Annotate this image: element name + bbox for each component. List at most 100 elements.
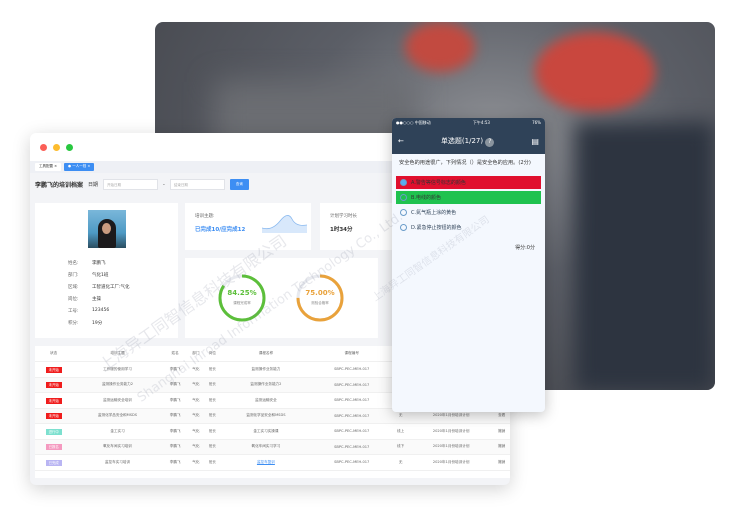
rate-card: 84.25% 课程完成率 75.00% 测验合格率: [185, 258, 378, 338]
status-bar: ●●○○○ 中国移动 下午4:53 76%: [392, 118, 545, 128]
score: 得分:0分: [515, 244, 535, 251]
table-cell: 无: [392, 454, 409, 471]
field-value: 主操: [92, 297, 101, 302]
profile-field: 区域: 工智道化工厂:气化: [68, 284, 130, 290]
table-cell[interactable]: 撤销: [493, 454, 510, 471]
table-cell: SBPC-PEC-MEH-017: [311, 392, 393, 409]
column-header: 姓名: [162, 346, 188, 362]
table-cell: 监测化学品安全和MSDS: [220, 408, 312, 424]
question-text: 安全色的用途很广，下列情况（）是安全色的应用。(2分): [399, 160, 531, 166]
table-cell: 李鹏飞: [162, 392, 188, 409]
table-cell[interactable]: 撤销: [493, 439, 510, 455]
help-icon[interactable]: ?: [485, 137, 495, 147]
field-label: 岗位:: [68, 297, 79, 302]
status-badge: 未开始: [45, 382, 62, 389]
column-header: 课程编号: [311, 346, 393, 362]
option-label: C.氮气瓶上涂的黄色: [411, 209, 457, 216]
profile-field: 姓名: 李鹏飞: [68, 260, 106, 266]
course-link[interactable]: 监控车复训: [256, 459, 275, 464]
table-cell: 监测化学品安全和MSDS: [72, 408, 163, 424]
field-label: 工号:: [68, 309, 79, 314]
mobile-quiz-screen: ●●○○○ 中国移动 下午4:53 76% ← 单选题(1/27) ? ▤ 安全…: [392, 118, 545, 412]
radio-icon[interactable]: [400, 193, 407, 201]
maximize-dot[interactable]: [66, 143, 73, 151]
answer-card-icon[interactable]: ▤: [531, 136, 539, 146]
status-badge: 已完成: [45, 459, 62, 466]
table-cell: 气化: [187, 423, 205, 440]
column-header: 部门: [187, 346, 205, 362]
field-label: 积分:: [68, 321, 79, 326]
profile-card: 姓名: 李鹏飞 部门: 气化1班 区域: 工智道化工厂:气化 岗位: 主操 工号: 123456 积…: [35, 203, 178, 338]
topic-label: 培训主题:: [195, 214, 215, 219]
field-value: 气化1班: [92, 273, 109, 278]
table-cell: 气化: [187, 408, 205, 424]
back-arrow-icon[interactable]: ←: [398, 137, 404, 145]
option-label: B.电线的颜色: [411, 194, 442, 201]
table-row[interactable]: 已完成 监控车实习培训 李鹏飞 气化 班长 监控车复训 SBPC-PEC-MEH-017 无 2…: [35, 454, 510, 471]
profile-field: 工号: 123456: [68, 308, 109, 314]
column-header: 培训主题: [72, 346, 163, 362]
table-cell: 李鹏飞: [162, 377, 188, 393]
status-badge: 进行中: [45, 428, 62, 435]
ring-label: 课程完成率: [233, 301, 251, 305]
ring-fill: [218, 274, 266, 322]
avatar: [88, 210, 126, 248]
ring-value: 75.00%: [305, 289, 335, 297]
radio-icon[interactable]: [400, 208, 407, 216]
field-value: 李鹏飞: [92, 261, 106, 266]
table-cell: 气化: [187, 392, 205, 409]
option-label: A.警告等信号标志的颜色: [411, 179, 466, 186]
table-cell: 李鹏飞: [162, 454, 188, 471]
end-date-input[interactable]: 结束日期: [169, 179, 225, 190]
table-cell: 2020年1月份培训计划: [408, 423, 494, 440]
table-cell: 李鹏飞: [162, 361, 188, 378]
page-title: 李鹏飞的培训档案: [35, 182, 84, 189]
table-cell: 气化: [187, 454, 205, 471]
table-cell: 气化: [187, 361, 205, 378]
radio-icon[interactable]: [400, 223, 407, 231]
table-cell[interactable]: 撤销: [493, 423, 510, 440]
table-cell: SBPC-PEC-MEH-017: [311, 439, 393, 455]
query-button[interactable]: 查询: [229, 179, 249, 190]
table-cell: 线上: [392, 423, 409, 440]
topic-value: 已完成10/应完成12: [195, 227, 246, 233]
column-header: 课程名称: [220, 346, 312, 362]
course-completion-ring: 84.25% 课程完成率: [217, 273, 267, 323]
table-row[interactable]: 进行中 金工实习 李鹏飞 气化 班长 金工实习实操课 SBPC-PEC-MEH-017 线上 2…: [35, 423, 510, 440]
answer-option[interactable]: C.氮气瓶上涂的黄色: [396, 206, 541, 219]
ring-fill: [296, 274, 344, 322]
table-cell: SBPC-PEC-MEH-017: [311, 408, 393, 424]
minimize-dot[interactable]: [53, 143, 60, 151]
table-cell: SBPC-PEC-MEH-017: [311, 454, 393, 471]
table-cell: 班长: [204, 439, 221, 455]
option-label: D.紧急停止按钮的颜色: [411, 224, 462, 231]
ring-value: 84.25%: [227, 289, 257, 297]
tab-label: 一人一档: [72, 164, 87, 168]
table-cell: 金工实习: [72, 423, 163, 440]
profile-field: 岗位: 主操: [68, 296, 101, 302]
table-cell: 2020年1月份培训计划: [408, 454, 494, 471]
close-dot[interactable]: [40, 143, 47, 151]
table-cell: 气化: [187, 377, 205, 393]
answer-option[interactable]: D.紧急停止按钮的颜色: [396, 221, 541, 234]
tab-profile[interactable]: ● 一人一档 ×: [64, 163, 95, 171]
field-value: 123456: [92, 308, 110, 313]
table-cell: 监测运输安全: [220, 392, 312, 409]
table-cell: 李鹏飞: [162, 439, 188, 455]
tab-tool-config[interactable]: 工具配置 ×: [35, 163, 62, 171]
date-label: 日期: [88, 182, 99, 188]
field-value: 19分: [92, 321, 103, 326]
carrier: ●●○○○ 中国移动: [396, 120, 431, 125]
table-row[interactable]: 已报名 氧化车间实习培训 李鹏飞 气化 班长 氧化车间实习学习 SBPC-PEC-MEH-0…: [35, 439, 510, 455]
test-pass-ring: 75.00% 测验合格率: [295, 273, 345, 323]
answer-option[interactable]: B.电线的颜色: [396, 190, 541, 204]
battery: 76%: [532, 120, 541, 125]
hours-label: 计划学习时长: [330, 214, 357, 219]
table-cell: 监控车实习培训: [72, 454, 163, 471]
table-cell: 金工实习实操课: [220, 423, 312, 440]
start-date-input[interactable]: 开始日期: [103, 179, 159, 190]
answer-option[interactable]: A.警告等信号标志的颜色: [396, 175, 541, 189]
table-cell: 监测运输安全培训: [72, 392, 163, 409]
table-cell: 工作服的使用学习: [72, 361, 163, 378]
radio-icon[interactable]: [400, 178, 407, 186]
